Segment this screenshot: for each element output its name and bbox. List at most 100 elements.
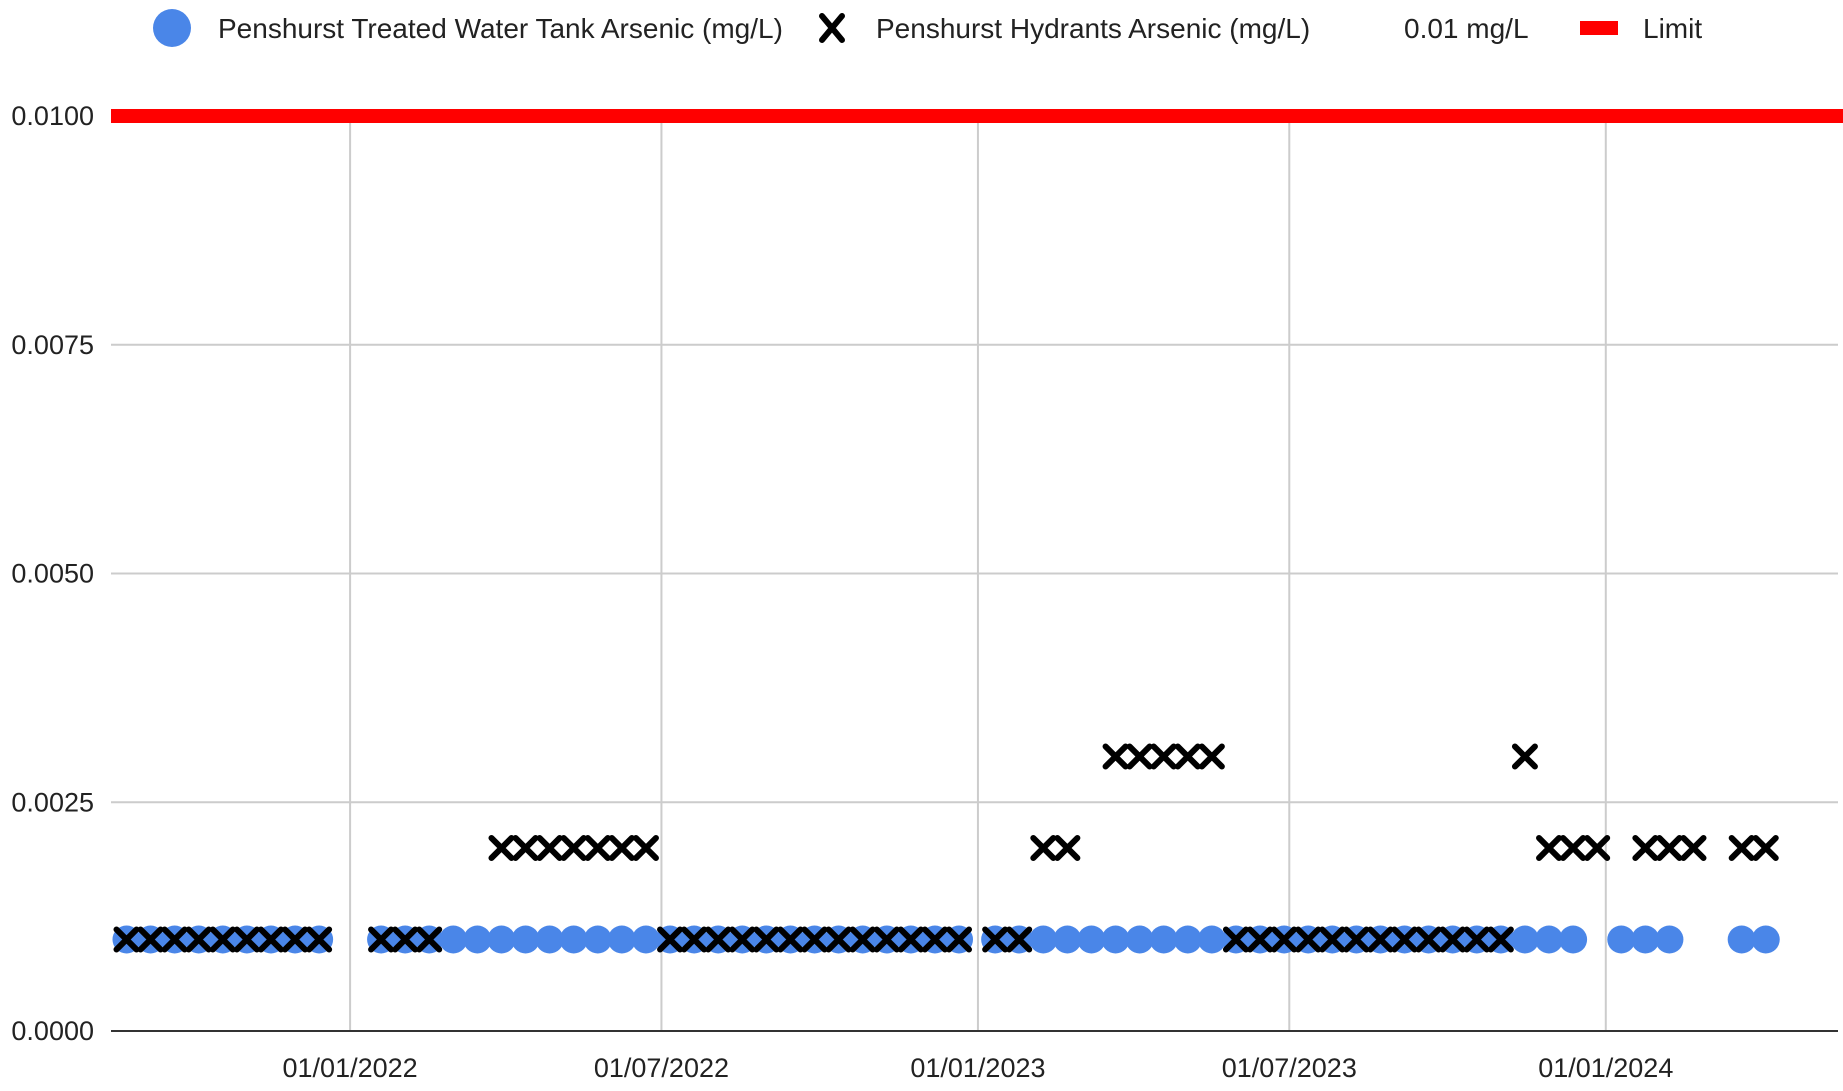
hydrant-data-point	[921, 926, 948, 953]
hydrant-data-point	[392, 926, 419, 953]
hydrant-data-point	[1536, 835, 1563, 861]
hydrant-data-point	[488, 835, 515, 861]
hydrant-data-point	[1054, 835, 1081, 861]
legend-hydrant-label: Penshurst Hydrants Arsenic (mg/L)	[876, 13, 1310, 44]
tank-data-point	[1535, 925, 1564, 954]
legend-limit-swatch-icon	[1580, 21, 1618, 35]
tank-data-point	[1631, 925, 1660, 954]
hydrant-data-point	[306, 926, 333, 953]
hydrant-data-point	[1222, 926, 1249, 953]
legend-tank-label: Penshurst Treated Water Tank Arsenic (mg…	[218, 13, 783, 44]
tank-data-point	[1101, 925, 1130, 954]
hydrant-data-point	[801, 926, 828, 953]
hydrant-data-point	[1198, 743, 1225, 770]
tank-data-point	[535, 925, 564, 954]
hydrant-data-point	[1102, 743, 1129, 770]
hydrant-data-point	[1367, 926, 1394, 953]
hydrant-data-point	[113, 926, 140, 953]
tank-data-point	[439, 925, 468, 954]
hydrant-data-point	[1680, 835, 1707, 861]
y-tick-label: 0.0075	[11, 330, 94, 360]
hydrant-data-point	[512, 835, 539, 861]
hydrant-data-point	[657, 926, 684, 953]
legend: Penshurst Treated Water Tank Arsenic (mg…	[153, 9, 1702, 47]
hydrant-data-point	[1030, 835, 1057, 861]
hydrant-data-point	[209, 926, 236, 953]
hydrant-data-point	[161, 926, 188, 953]
tank-data-point	[1751, 925, 1780, 954]
hydrant-data-point	[1415, 926, 1442, 953]
x-tick-label: 01/01/2022	[283, 1053, 418, 1083]
tank-data-point	[1510, 925, 1539, 954]
hydrant-data-point	[705, 926, 732, 953]
hydrant-data-point	[1006, 926, 1033, 953]
tank-data-point	[487, 925, 516, 954]
hydrant-data-point	[1439, 926, 1466, 953]
hydrant-data-point	[1728, 835, 1755, 861]
hydrant-data-point	[584, 835, 611, 861]
hydrant-data-point	[1391, 926, 1418, 953]
legend-hydrant-marker-icon	[819, 13, 845, 43]
hydrant-data-point	[416, 926, 443, 953]
hydrant-data-point	[632, 835, 659, 861]
hydrant-data-point	[1271, 926, 1298, 953]
tank-data-point	[1607, 925, 1636, 954]
hydrant-data-point	[1752, 835, 1779, 861]
y-tick-label: 0.0025	[11, 787, 94, 817]
tank-data-point	[559, 925, 588, 954]
hydrant-data-point	[946, 926, 973, 953]
hydrant-data-point	[257, 926, 284, 953]
hydrant-data-point	[1319, 926, 1346, 953]
hydrant-data-point	[777, 926, 804, 953]
tank-data-point	[1053, 925, 1082, 954]
hydrant-data-point	[1560, 835, 1587, 861]
tank-data-point	[1149, 925, 1178, 954]
tank-data-point	[1559, 925, 1588, 954]
tank-data-point	[1197, 925, 1226, 954]
tank-data-point	[1173, 925, 1202, 954]
hydrant-data-point	[1656, 835, 1683, 861]
hydrant-data-point	[897, 926, 924, 953]
hydrant-data-point	[1295, 926, 1322, 953]
hydrant-data-point	[608, 835, 635, 861]
grid	[111, 115, 1838, 1031]
hydrant-data-point	[1487, 926, 1514, 953]
legend-limit-value-label: 0.01 mg/L	[1404, 13, 1529, 44]
hydrant-data-point	[1632, 835, 1659, 861]
axes: 0.0000 0.0025 0.0050 0.0075 0.0100 01/01/2022…	[11, 101, 1838, 1083]
tank-data-point	[1655, 925, 1684, 954]
tank-data-point	[463, 925, 492, 954]
hydrant-data-point	[825, 926, 852, 953]
x-tick-label: 01/01/2024	[1538, 1053, 1673, 1083]
hydrant-data-point	[536, 835, 563, 861]
hydrant-data-point	[753, 926, 780, 953]
x-tick-label: 01/07/2022	[594, 1053, 729, 1083]
hydrant-data-point	[1247, 926, 1274, 953]
tank-data-point	[1029, 925, 1058, 954]
hydrant-data-point	[185, 926, 212, 953]
hydrant-data-point	[1511, 743, 1538, 770]
hydrant-data-point	[233, 926, 260, 953]
hydrant-data-point	[849, 926, 876, 953]
hydrant-data-point	[681, 926, 708, 953]
hydrant-data-point	[1126, 743, 1153, 770]
hydrant-data-point	[982, 926, 1009, 953]
tank-data-point	[631, 925, 660, 954]
hydrant-data-point	[1463, 926, 1490, 953]
tank-data-point	[607, 925, 636, 954]
tank-data-point	[1077, 925, 1106, 954]
hydrant-data-point	[1343, 926, 1370, 953]
plot-area	[112, 743, 1780, 954]
hydrant-data-point	[282, 926, 309, 953]
hydrant-data-point	[1150, 743, 1177, 770]
y-tick-label: 0.0050	[11, 559, 94, 589]
hydrant-data-point	[368, 926, 395, 953]
hydrant-data-point	[1174, 743, 1201, 770]
legend-limit-label: Limit	[1643, 13, 1702, 44]
y-tick-label: 0.0100	[11, 101, 94, 131]
x-tick-label: 01/01/2023	[910, 1053, 1045, 1083]
legend-tank-marker-icon	[153, 9, 191, 47]
hydrant-data-point	[137, 926, 164, 953]
